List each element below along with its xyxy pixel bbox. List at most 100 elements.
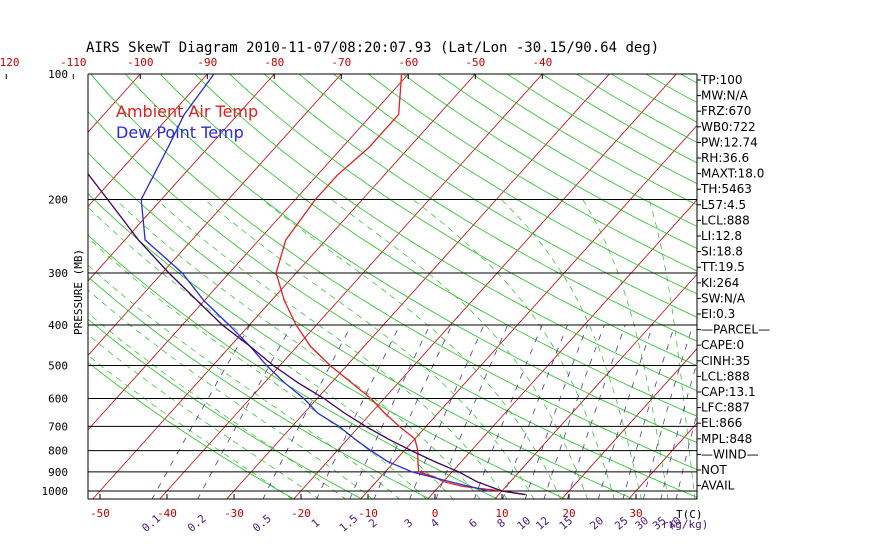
top-tick-label: -120 — [0, 56, 20, 69]
index-entry: LCL:888 — [701, 369, 750, 383]
mixing-ratio-line — [197, 324, 293, 499]
top-temperature-axis: -120 -110 -100 -90 -80 -70 -60 -50 -40 — [0, 56, 552, 79]
moist-adiabat-line — [582, 199, 669, 499]
pressure-tick-label: 700 — [48, 420, 68, 433]
index-entry: L57:4.5 — [701, 198, 746, 212]
index-entry: TT:19.5 — [700, 260, 745, 274]
moist-adiabat-line — [412, 199, 615, 499]
mixing-ratio-line — [262, 324, 352, 499]
pressure-tick-label: 1000 — [42, 485, 69, 498]
pressure-tick-label: 900 — [48, 466, 68, 479]
moist-adiabat-line — [115, 199, 481, 499]
bottom-tick-label: 10 — [495, 507, 508, 520]
index-entry: CAPE:0 — [701, 338, 744, 352]
pressure-tick-label: 300 — [48, 267, 68, 280]
mixing-ratio-label: 0.2 — [185, 512, 209, 535]
isobar-grid — [87, 73, 698, 500]
mixing-ratio-line — [660, 361, 697, 499]
dry-adiabat-line — [88, 276, 431, 499]
dry-adiabat-line — [402, 74, 697, 249]
legend-entry: Dew Point Temp — [116, 123, 244, 142]
dry-adiabat-line — [471, 74, 697, 206]
dry-adiabat-line — [801, 65, 870, 500]
mixing-ratio-line — [316, 324, 401, 499]
pressure-axis: 100 200 300 400 500 600 700 800 900 1000 — [42, 68, 69, 498]
isotherm-line — [88, 74, 342, 356]
pressure-tick-label: 100 — [48, 68, 68, 81]
dry-adiabat-line — [767, 65, 870, 500]
mixing-ratio-line — [543, 324, 605, 499]
index-entry: LCL:888 — [701, 213, 750, 227]
dry-adiabat-line — [367, 74, 697, 272]
dry-adiabat-line — [506, 74, 697, 185]
isotherm-line — [427, 199, 697, 499]
mixing-ratio-label: 0.5 — [250, 512, 274, 535]
pressure-tick-label: 600 — [48, 392, 68, 405]
bottom-temperature-axis: -50 -40 -30 -20 -10 0 10 20 30 T(C) — [90, 494, 703, 521]
top-tick-label: -100 — [127, 56, 154, 69]
dry-adiabat-line — [88, 111, 697, 498]
index-entry: LI:12.8 — [701, 229, 742, 243]
y-axis-label: PRESSURE (MB) — [72, 249, 85, 335]
dry-adiabat-line — [88, 318, 363, 499]
moist-adiabat-line — [88, 264, 400, 499]
moist-adiabat-line — [88, 312, 347, 499]
bottom-tick-label: -30 — [224, 507, 244, 520]
mixing-ratio-grid — [151, 324, 697, 499]
chart-title: AIRS SkewT Diagram 2010-11-07/08:20:07.9… — [86, 40, 659, 56]
top-tick-label: -40 — [532, 56, 552, 69]
mixing-ratio-line — [597, 324, 654, 499]
bottom-tick-label: -50 — [90, 507, 110, 520]
moist-adiabat-line — [501, 199, 642, 499]
index-entry: RH:36.6 — [701, 151, 749, 165]
index-entry: CAP:13.1 — [701, 385, 756, 399]
index-entry: PW:12.74 — [701, 135, 758, 149]
mixing-ratio-label: 20 — [588, 514, 607, 532]
moist-adiabat-line — [156, 199, 508, 499]
legend-entry: Ambient Air Temp — [116, 102, 258, 121]
index-entry: EL:866 — [701, 416, 742, 430]
moist-adiabat-line — [331, 199, 588, 499]
top-tick-label: -90 — [197, 56, 217, 69]
mixing-ratio-label: 1 — [309, 516, 322, 530]
pressure-tick-label: 500 — [48, 359, 68, 372]
top-tick-label: -60 — [398, 56, 418, 69]
bottom-tick-label: 20 — [562, 507, 575, 520]
mixing-ratio-line — [622, 324, 676, 499]
mixing-ratio-label: 3 — [402, 516, 415, 530]
index-entry: SW:N/A — [701, 291, 746, 305]
bottom-tick-label: 0 — [432, 507, 439, 520]
dry-adiabat-line — [263, 74, 697, 342]
index-entry: NOT — [701, 463, 727, 477]
profile-lines — [88, 74, 526, 496]
index-entry: WB0:722 — [701, 120, 756, 134]
pressure-tick-label: 200 — [48, 194, 68, 207]
moist-adiabat-line — [88, 354, 293, 499]
isotherm-line — [0, 65, 15, 500]
index-entry: SI:18.8 — [701, 245, 743, 259]
bottom-tick-label: -20 — [291, 507, 311, 520]
dry-adiabat-line — [194, 74, 697, 392]
mixing-ratio-line — [349, 324, 431, 499]
moist-adiabat-line — [648, 199, 696, 499]
dry-adiabat-line — [88, 152, 635, 499]
mixing-ratio-line — [567, 324, 626, 499]
pressure-tick-label: 400 — [48, 319, 68, 332]
isotherm-line — [628, 422, 697, 499]
index-entry: EI:0.3 — [701, 307, 735, 321]
moist-adiabat-line — [88, 206, 454, 499]
isotherm-line — [88, 74, 275, 282]
moist-adiabat-line — [204, 199, 535, 499]
mixing-ratio-label: 10 — [515, 514, 534, 532]
top-tick-label: -110 — [60, 56, 87, 69]
pressure-tick-label: 800 — [48, 445, 68, 458]
index-entry: MPL:848 — [701, 432, 752, 446]
mixing-ratio-line — [151, 324, 251, 499]
index-entry: TH:5463 — [700, 182, 752, 196]
mixing-ratio-line — [373, 324, 453, 499]
legend: Ambient Air Temp Dew Point Temp — [116, 102, 258, 142]
index-entry: —PARCEL— — [701, 323, 770, 337]
mixing-ratio-line — [643, 324, 694, 499]
